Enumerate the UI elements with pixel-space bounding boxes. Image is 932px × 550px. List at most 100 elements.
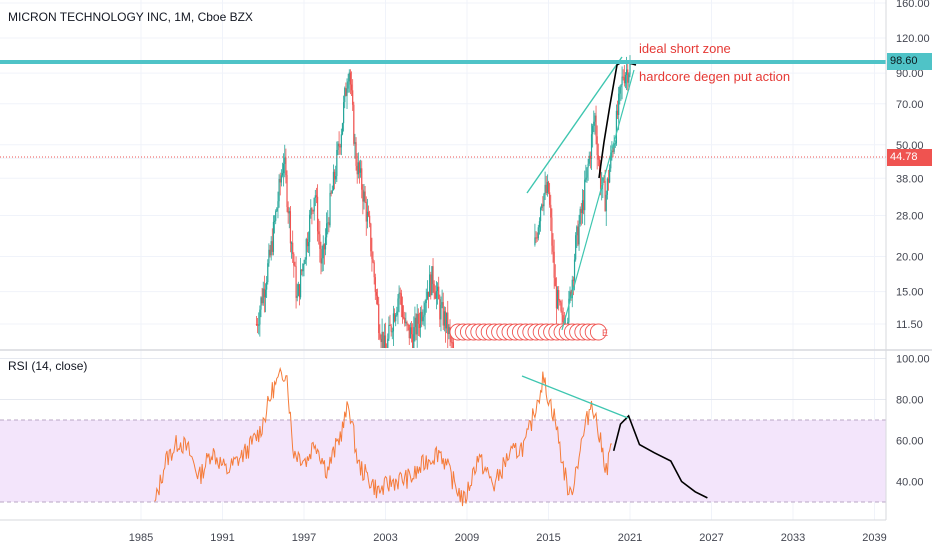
x-tick-label: 2039 — [862, 532, 886, 544]
candle-body — [354, 142, 356, 144]
candle-body — [403, 317, 405, 319]
candle-body — [312, 210, 314, 212]
candle-body — [318, 231, 320, 235]
candle-body — [594, 115, 596, 122]
candle-body — [295, 266, 297, 298]
candle-body — [597, 155, 599, 160]
candle-body — [605, 194, 607, 212]
candle-body — [409, 327, 412, 339]
candle-body — [336, 149, 338, 177]
candle-body — [448, 327, 450, 335]
candle-body — [398, 292, 400, 299]
resistance-price-value: 98.60 — [890, 55, 918, 67]
x-tick-label: 1997 — [292, 532, 316, 544]
candle-body — [367, 211, 370, 216]
candle-body — [551, 217, 553, 246]
candle-body — [283, 163, 285, 174]
candle-body — [562, 315, 564, 323]
candle-body — [297, 284, 299, 296]
candle-body — [323, 244, 325, 250]
candle-body — [321, 258, 323, 264]
candle-body — [441, 302, 443, 305]
candle-body — [410, 327, 413, 335]
candle-body — [296, 295, 298, 298]
candle-body — [366, 211, 368, 222]
candle-body — [626, 69, 628, 76]
candle-body — [300, 269, 302, 298]
candle-body — [365, 201, 367, 222]
candle-body — [276, 208, 278, 212]
candle-body — [290, 242, 293, 244]
candle-body — [423, 314, 425, 317]
candle-body — [266, 282, 268, 290]
candle-body — [344, 88, 346, 103]
candle-body — [596, 136, 598, 156]
candle-body — [260, 297, 262, 310]
candle-body — [371, 251, 373, 260]
candle-body — [579, 208, 581, 224]
candle-body — [607, 178, 610, 183]
candle-body — [571, 279, 573, 299]
candle-body — [439, 299, 441, 320]
candle-body — [292, 242, 294, 255]
candle-body — [627, 69, 629, 83]
candle-body — [332, 171, 335, 191]
candle-body — [327, 222, 329, 224]
candle-body — [337, 143, 339, 150]
candle-body — [361, 168, 363, 190]
candle-body — [549, 192, 551, 205]
candle-body — [418, 323, 421, 328]
candle-body — [388, 324, 390, 339]
candle-body — [590, 134, 593, 159]
candle-body — [580, 208, 582, 214]
candle-body — [375, 292, 378, 296]
candle-body — [414, 317, 416, 328]
y-tick-label: 50.00 — [896, 140, 924, 152]
candle-body — [534, 237, 536, 245]
candle-body — [612, 150, 614, 152]
x-tick-label: 1985 — [129, 532, 153, 544]
candle-body — [392, 313, 395, 332]
candle-body — [285, 157, 287, 176]
candle-body — [324, 237, 327, 250]
candle-body — [587, 163, 589, 168]
candle-body — [431, 266, 433, 296]
candle-body — [421, 311, 423, 322]
y-tick-label: 11.50 — [896, 319, 923, 331]
candle-body — [277, 201, 279, 209]
earnings-marker — [589, 323, 607, 341]
candle-body — [301, 269, 303, 272]
candle-body — [434, 292, 436, 299]
candle-body — [381, 331, 383, 343]
candle-body — [610, 152, 612, 169]
candle-body — [425, 298, 427, 304]
candle-body — [406, 322, 408, 325]
candle-body — [546, 181, 548, 194]
candle-body — [376, 295, 379, 304]
candle-body — [391, 331, 393, 333]
candle-body — [355, 142, 357, 166]
lower-trendline — [561, 69, 635, 331]
candle-body — [364, 191, 366, 202]
candle-body — [399, 292, 401, 294]
candle-body — [443, 311, 445, 326]
candle-body — [622, 76, 624, 78]
candle-body — [598, 159, 601, 168]
candle-body — [340, 134, 342, 148]
candle-body — [537, 227, 539, 239]
candle-body — [624, 75, 627, 84]
candle-body — [438, 286, 440, 300]
candle-body — [413, 327, 415, 348]
candle-body — [576, 226, 578, 236]
candle-body — [585, 177, 587, 180]
candle-body — [310, 208, 312, 215]
candle-body — [333, 171, 336, 180]
candle-body — [293, 254, 295, 266]
candle-body — [545, 184, 547, 194]
candle-body — [593, 121, 595, 126]
current-price-value: 44.78 — [890, 151, 918, 163]
y-tick-label: 160.00 — [896, 0, 930, 10]
candle-body — [328, 222, 330, 226]
rsi-line — [154, 366, 612, 507]
candle-body — [272, 221, 275, 252]
